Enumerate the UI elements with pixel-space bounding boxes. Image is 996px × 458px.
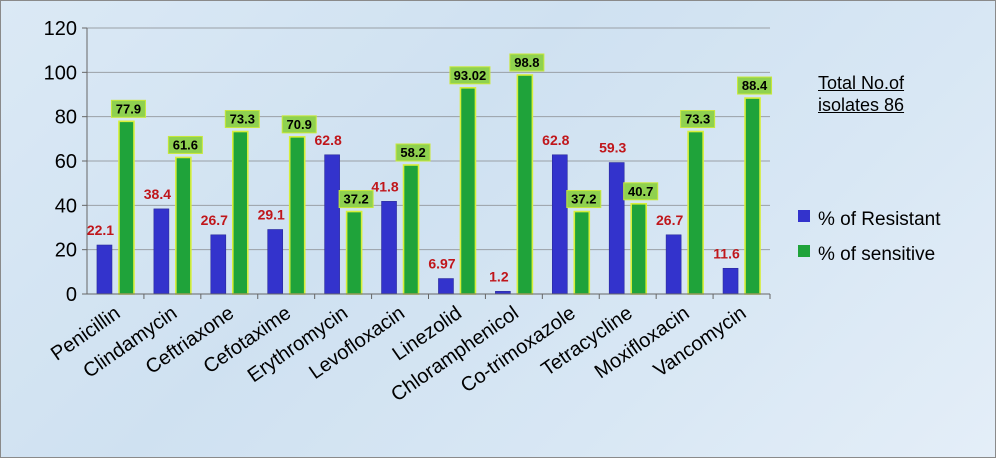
legend: % of Resistant % of sensitive bbox=[798, 209, 941, 265]
isolates-note: Total No.of isolates 86 bbox=[818, 72, 968, 116]
data-label-sensitive: 37.2 bbox=[571, 192, 596, 207]
data-label-sensitive: 70.9 bbox=[287, 117, 312, 132]
bar-sensitive bbox=[573, 210, 591, 295]
data-label-resistant: 11.6 bbox=[713, 245, 740, 261]
data-label-resistant: 29.1 bbox=[258, 206, 285, 222]
bar-resistant bbox=[381, 201, 397, 295]
bar-resistant bbox=[551, 154, 568, 295]
isolates-note-line1: Total No.of bbox=[818, 73, 905, 93]
data-label-resistant: 62.8 bbox=[542, 132, 569, 148]
y-tick-label: 20 bbox=[55, 240, 77, 262]
y-tick-label: 60 bbox=[55, 151, 77, 173]
data-label-resistant: 22.1 bbox=[87, 222, 114, 238]
data-label-box bbox=[737, 76, 773, 95]
data-label-sensitive: 58.2 bbox=[400, 145, 425, 160]
bar-resistant bbox=[608, 162, 625, 295]
bar-resistant bbox=[722, 267, 739, 295]
data-label-sensitive: 73.3 bbox=[685, 112, 710, 127]
data-label-sensitive: 61.6 bbox=[173, 137, 198, 152]
data-label-resistant: 62.8 bbox=[315, 132, 342, 148]
data-label-box bbox=[509, 53, 545, 72]
bar-sensitive bbox=[630, 202, 648, 295]
bar-resistant bbox=[267, 229, 284, 295]
legend-swatch-sensitive bbox=[798, 245, 810, 257]
y-tick-label: 0 bbox=[66, 284, 77, 306]
data-label-box bbox=[680, 110, 716, 129]
data-label-sensitive: 37.2 bbox=[343, 192, 368, 207]
legend-label-sensitive: % of sensitive bbox=[818, 244, 935, 265]
bar-sensitive bbox=[231, 130, 249, 295]
data-label-box bbox=[338, 190, 374, 209]
data-label-sensitive: 88.4 bbox=[742, 78, 768, 93]
bar-resistant bbox=[438, 278, 454, 295]
y-tick-label: 80 bbox=[55, 107, 77, 129]
bar-resistant bbox=[665, 234, 682, 295]
bar-sensitive bbox=[345, 210, 363, 295]
data-label-resistant: 26.7 bbox=[201, 212, 228, 228]
isolates-note-line2: isolates 86 bbox=[818, 95, 905, 115]
x-axis: PenicillinClindamycinCeftriaxoneCefotaxi… bbox=[47, 293, 771, 406]
data-label-box bbox=[224, 110, 260, 129]
y-tick-label: 40 bbox=[55, 195, 77, 217]
data-label-box bbox=[623, 182, 659, 201]
data-label-sensitive: 73.3 bbox=[230, 112, 255, 127]
data-label-box bbox=[167, 135, 203, 154]
bar-resistant bbox=[96, 244, 113, 295]
bar-resistant bbox=[153, 208, 170, 295]
bars bbox=[96, 74, 761, 295]
y-axis: 0 20 40 60 80 100 120 bbox=[44, 18, 88, 306]
y-tick-label: 120 bbox=[44, 18, 77, 40]
bar-sensitive bbox=[118, 120, 135, 295]
data-label-sensitive: 40.7 bbox=[628, 184, 653, 199]
legend-swatch-resistant bbox=[798, 210, 810, 222]
data-label-sensitive: 77.9 bbox=[116, 101, 141, 116]
bar-sensitive bbox=[744, 97, 761, 295]
bar-resistant bbox=[324, 154, 340, 295]
bar-sensitive bbox=[402, 164, 420, 295]
bar-sensitive bbox=[687, 130, 704, 295]
data-labels: 22.177.938.461.626.773.329.170.962.837.2… bbox=[87, 53, 773, 284]
bar-sensitive bbox=[175, 156, 192, 295]
data-label-resistant: 1.2 bbox=[489, 268, 509, 284]
data-label-resistant: 41.8 bbox=[371, 178, 398, 194]
data-label-resistant: 26.7 bbox=[656, 212, 683, 228]
data-label-box bbox=[566, 190, 602, 209]
bar-sensitive bbox=[288, 136, 306, 295]
data-label-box bbox=[449, 66, 491, 85]
bar-sensitive bbox=[516, 74, 534, 295]
legend-label-resistant: % of Resistant bbox=[818, 209, 941, 230]
data-label-sensitive: 98.8 bbox=[514, 55, 539, 70]
data-label-resistant: 38.4 bbox=[144, 186, 171, 202]
y-tick-label: 100 bbox=[44, 62, 77, 84]
data-label-resistant: 59.3 bbox=[599, 140, 626, 156]
data-label-sensitive: 93.02 bbox=[454, 68, 487, 83]
data-label-resistant: 6.97 bbox=[428, 256, 455, 272]
data-label-box bbox=[281, 115, 317, 134]
data-label-box bbox=[110, 99, 146, 118]
bar-resistant bbox=[210, 234, 227, 295]
bar-sensitive bbox=[459, 87, 477, 295]
data-label-box bbox=[395, 143, 431, 162]
